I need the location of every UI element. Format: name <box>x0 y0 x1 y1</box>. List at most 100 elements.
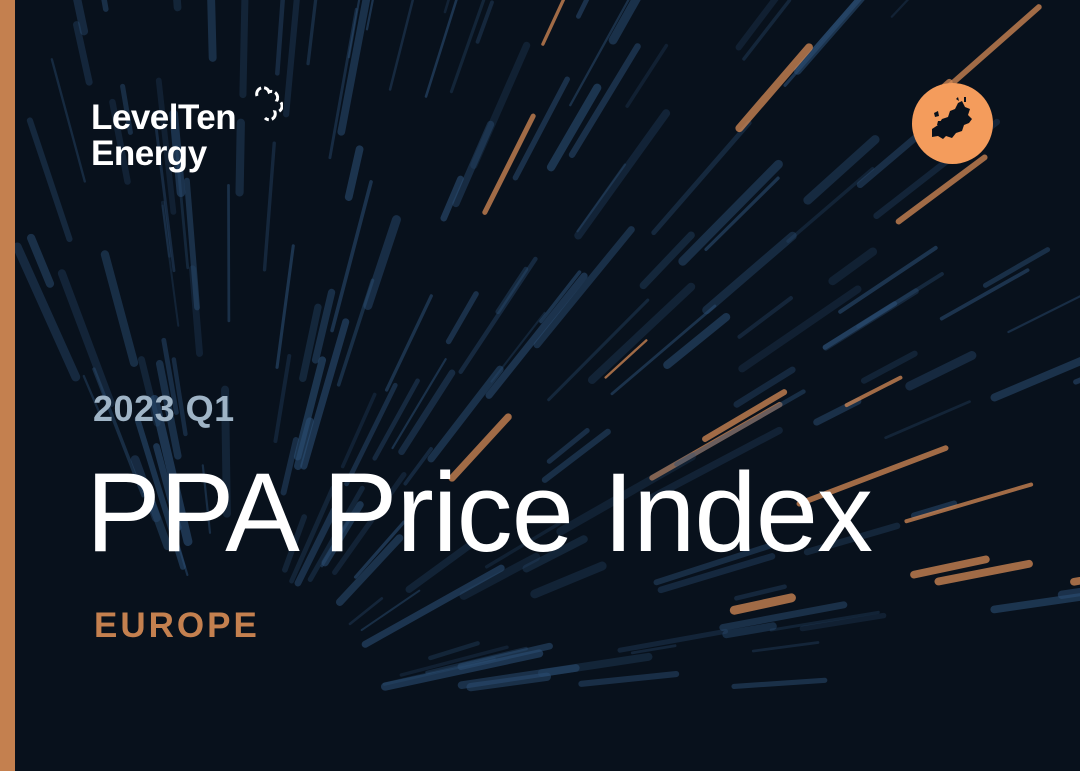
decorative-streak <box>330 180 373 333</box>
decorative-streak <box>445 291 479 345</box>
decorative-streak <box>189 265 203 357</box>
decorative-streak <box>649 401 783 481</box>
decorative-streak <box>57 269 115 408</box>
decorative-streak <box>427 365 504 463</box>
decorative-streak <box>822 301 898 350</box>
decorative-streak <box>604 339 648 379</box>
decorative-streak <box>372 378 420 461</box>
decorative-streak <box>50 58 86 183</box>
decorative-streak <box>294 507 338 587</box>
decorative-streak <box>651 120 752 236</box>
decorative-streak <box>388 0 415 91</box>
decorative-streak <box>27 233 55 288</box>
decorative-streak <box>335 534 404 606</box>
decorative-streak <box>130 455 161 523</box>
decorative-streak <box>803 135 880 205</box>
cloud-logo-icon <box>255 86 283 122</box>
decorative-streak <box>449 0 486 94</box>
decorative-streak <box>273 353 292 444</box>
decorative-streak <box>275 0 285 76</box>
logo-line-2: Energy <box>91 134 207 173</box>
decorative-streak <box>184 177 200 311</box>
decorative-streak <box>307 485 365 582</box>
decorative-streak <box>578 670 680 687</box>
decorative-streak <box>452 120 495 208</box>
decorative-streak <box>82 374 102 416</box>
decorative-streak <box>838 245 938 314</box>
decorative-streak <box>803 522 901 556</box>
decorative-streak <box>890 0 910 18</box>
decorative-streak <box>348 597 384 626</box>
decorative-streak <box>860 350 918 384</box>
decorative-streak <box>470 41 531 169</box>
decorative-streak <box>12 242 81 382</box>
decorative-streak <box>152 110 176 273</box>
decorative-streak <box>365 0 374 31</box>
europe-badge <box>912 83 993 164</box>
decorative-streak <box>282 514 308 573</box>
decorative-streak <box>306 0 318 66</box>
decorative-streak <box>657 553 776 594</box>
decorative-streak <box>844 375 903 408</box>
decorative-streak <box>311 288 336 364</box>
decorative-streak <box>828 247 878 286</box>
decorative-streak <box>485 272 588 399</box>
decorative-streak <box>539 270 582 324</box>
decorative-streak <box>363 215 401 311</box>
decorative-streak <box>940 4 1042 95</box>
decorative-streak <box>982 247 1051 288</box>
decorative-streak <box>466 672 552 692</box>
decorative-streak <box>674 389 806 467</box>
decorative-streak <box>799 612 887 632</box>
decorative-streak <box>556 452 697 536</box>
decorative-streak <box>169 109 186 198</box>
decorative-streak <box>735 43 813 133</box>
decorative-streak <box>344 382 398 487</box>
decorative-streak <box>1070 576 1080 586</box>
decorative-streak <box>235 118 245 197</box>
decorative-streak <box>737 296 793 339</box>
decorative-streak <box>793 0 865 75</box>
decorative-streak <box>138 356 161 427</box>
decorative-streak <box>361 564 505 648</box>
decorative-streak <box>109 98 131 185</box>
decorative-streak <box>734 584 787 601</box>
decorative-streak <box>428 641 480 661</box>
decorative-streak <box>161 337 179 415</box>
decorative-streak <box>796 445 949 507</box>
decorative-streak <box>751 641 820 653</box>
decorative-streak <box>576 0 590 19</box>
decorative-streak <box>905 350 977 391</box>
logo-line-1: LevelTen <box>91 98 237 137</box>
decorative-streak <box>275 244 295 369</box>
decorative-streak <box>537 652 653 677</box>
decorative-streak <box>856 272 944 329</box>
decorative-streak <box>475 0 494 44</box>
decorative-streak <box>353 520 406 579</box>
decorative-streak <box>398 369 456 456</box>
decorative-streak <box>731 677 828 689</box>
accent-side-bar <box>0 0 15 771</box>
decorative-streak <box>608 0 641 45</box>
decorative-streak <box>617 628 729 653</box>
decorative-streak <box>910 555 990 579</box>
decorative-streak <box>786 166 875 243</box>
decorative-streak <box>663 312 731 369</box>
decorative-streak <box>92 367 145 498</box>
decorative-streak <box>443 0 450 14</box>
decorative-streak <box>702 389 788 442</box>
decorative-streak <box>639 231 695 290</box>
decorative-streak <box>340 392 377 469</box>
decorative-streak <box>360 589 421 632</box>
decorative-streak <box>332 472 407 575</box>
decorative-streak <box>895 154 988 225</box>
decorative-streak <box>144 489 172 551</box>
decorative-streak <box>569 0 630 107</box>
decorative-streak <box>294 417 314 470</box>
decorative-streak <box>280 437 299 496</box>
decorative-streak <box>73 0 89 36</box>
decorative-streak <box>653 540 780 586</box>
decorative-streak <box>630 644 677 655</box>
decorative-streak <box>155 77 177 215</box>
